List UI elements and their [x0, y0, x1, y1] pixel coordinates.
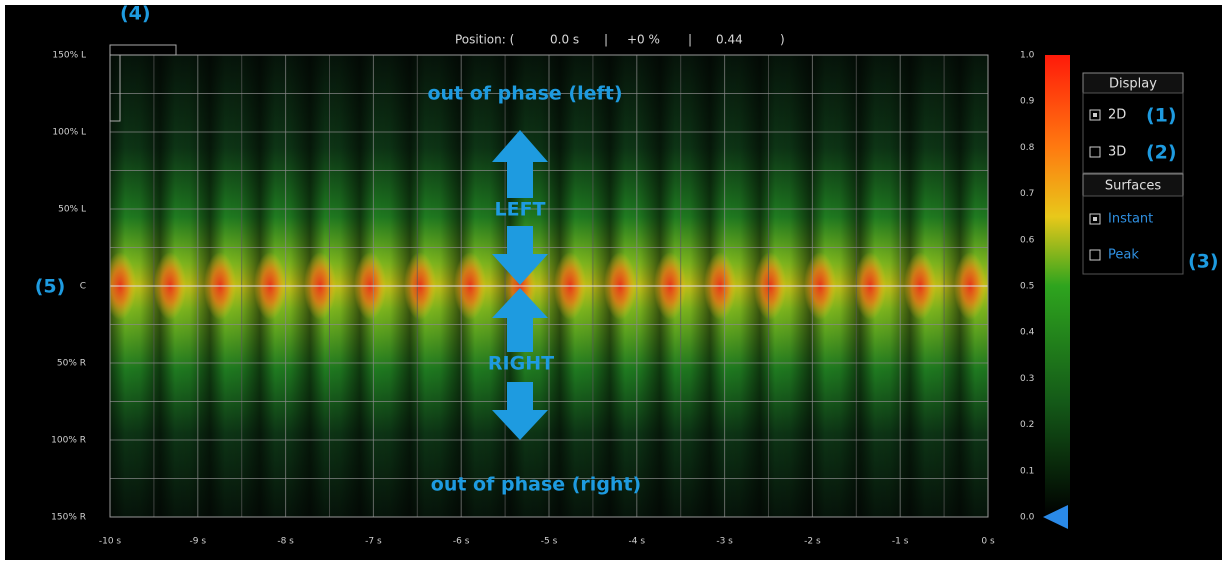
panel-body	[1082, 195, 1184, 275]
colorbar-label: 0.9	[1020, 97, 1035, 107]
checkbox-check	[1093, 217, 1097, 221]
separator: |	[688, 33, 692, 47]
checkbox	[1089, 249, 1101, 261]
colorbar-label: 0.4	[1020, 328, 1035, 338]
x-label: -8 s	[277, 537, 294, 547]
checkbox-option[interactable]: Peak	[1089, 248, 1139, 263]
y-label: C	[80, 282, 86, 292]
y-label: 50% R	[57, 359, 86, 369]
checkbox-check	[1093, 113, 1097, 117]
position-time: 0.0 s	[550, 33, 579, 47]
y-label: 100% L	[52, 128, 86, 138]
position-label: Position: (	[455, 33, 514, 47]
option-label: Instant	[1108, 212, 1153, 227]
x-label: -5 s	[541, 537, 558, 547]
colorbar-label: 0.7	[1020, 189, 1034, 199]
x-label: -9 s	[190, 537, 207, 547]
separator: |	[604, 33, 608, 47]
annotation: LEFT	[494, 199, 545, 221]
marker: (4)	[120, 3, 151, 25]
grid	[109, 54, 989, 518]
x-label: -2 s	[804, 537, 821, 547]
annotation: RIGHT	[488, 353, 554, 375]
checkbox-option[interactable]: 2D	[1089, 108, 1126, 123]
zoom-box[interactable]	[109, 44, 177, 56]
y-label: 50% L	[58, 205, 86, 215]
option-label: Peak	[1108, 248, 1139, 263]
threshold-handle[interactable]	[1043, 505, 1068, 529]
colorbar-label: 0.1	[1020, 466, 1034, 476]
x-label: -3 s	[716, 537, 733, 547]
colorbar-label: 1.0	[1020, 51, 1035, 61]
colorbar	[1045, 55, 1070, 517]
plot-frame	[109, 54, 989, 518]
panel-body	[1082, 92, 1184, 174]
option-label: 3D	[1108, 145, 1126, 160]
y-label: 150% R	[51, 513, 86, 523]
y-label: 150% L	[52, 51, 86, 61]
x-label: -1 s	[892, 537, 909, 547]
panel-title: Display	[1109, 77, 1157, 92]
colorbar-label: 0.2	[1020, 420, 1034, 430]
display-panel: Display Surfaces	[1082, 72, 1184, 275]
checkbox	[1089, 213, 1101, 225]
checkbox	[1089, 109, 1101, 121]
checkbox-option[interactable]: 3D	[1089, 145, 1126, 160]
marker: (2)	[1146, 142, 1177, 164]
marker: (3)	[1188, 251, 1219, 273]
position-percent: +0 %	[627, 33, 660, 47]
checkbox-option[interactable]: Instant	[1089, 212, 1153, 227]
y-label: 100% R	[51, 436, 86, 446]
panel-title: Surfaces	[1105, 179, 1162, 194]
position-value: 0.44	[716, 33, 743, 47]
x-label: -10 s	[99, 537, 122, 547]
annotation: out of phase (left)	[427, 83, 622, 105]
x-label: -4 s	[629, 537, 646, 547]
option-label: 2D	[1108, 108, 1126, 123]
zoom-box-v[interactable]	[109, 54, 121, 122]
colorbar-label: 0.0	[1020, 513, 1035, 523]
x-label: -7 s	[365, 537, 382, 547]
position-close: )	[780, 33, 785, 47]
x-label: -6 s	[453, 537, 470, 547]
arrows	[492, 130, 548, 440]
colorbar-label: 0.5	[1020, 282, 1034, 292]
colorbar-label: 0.3	[1020, 374, 1034, 384]
marker: (1)	[1146, 105, 1177, 127]
x-label: 0 s	[981, 537, 995, 547]
colorbar-label: 0.8	[1020, 143, 1035, 153]
colorbar-label: 0.6	[1020, 235, 1035, 245]
annotation: out of phase (right)	[431, 474, 641, 496]
marker: (5)	[35, 276, 66, 298]
checkbox	[1089, 146, 1101, 158]
